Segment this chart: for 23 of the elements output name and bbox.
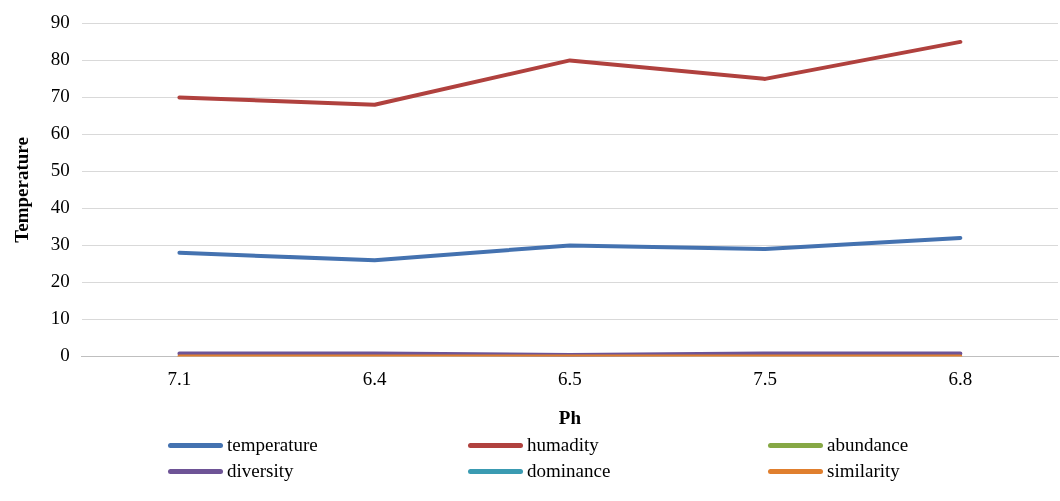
legend-label: diversity	[227, 460, 294, 482]
x-tick-label: 7.1	[167, 367, 192, 389]
legend-label: abundance	[827, 434, 909, 456]
y-tick-label: 50	[50, 159, 70, 181]
legend-label: temperature	[227, 434, 318, 456]
y-axis-title: Temperature	[11, 137, 33, 243]
x-tick-label: 6.8	[948, 367, 973, 389]
x-tick-label: 6.4	[362, 367, 388, 389]
y-tick-label: 90	[50, 11, 70, 33]
legend-label: humadity	[527, 434, 599, 456]
y-tick-label: 30	[50, 233, 70, 255]
legend-label: dominance	[527, 460, 611, 482]
x-tick-label: 7.5	[753, 367, 778, 389]
x-axis-title: Ph	[558, 406, 582, 428]
y-tick-label: 70	[50, 85, 70, 107]
y-tick-label: 20	[50, 270, 70, 292]
y-tick-label: 10	[50, 307, 70, 329]
y-tick-label: 40	[50, 196, 70, 218]
legend-label: similarity	[827, 460, 900, 482]
y-tick-label: 60	[50, 122, 70, 144]
y-tick-label: 80	[50, 48, 70, 70]
x-tick-label: 6.5	[558, 367, 582, 389]
y-tick-label: 0	[60, 344, 70, 366]
